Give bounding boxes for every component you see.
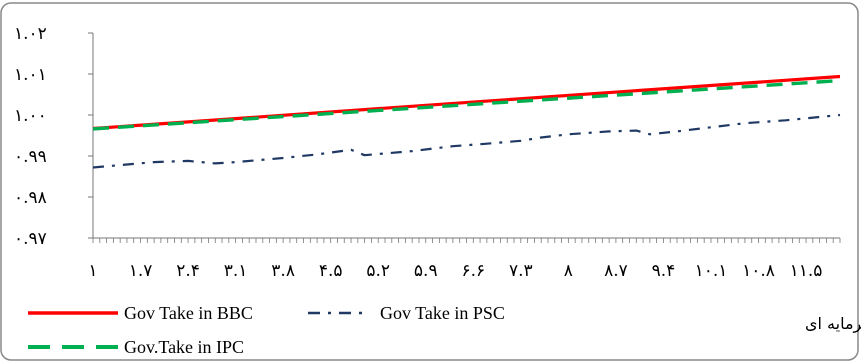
- x-tick-label: ۸: [564, 261, 573, 281]
- legend-label-1: Gov Take in BBC: [124, 303, 253, 323]
- series-line-1: [92, 74, 841, 131]
- series-line-2: [92, 113, 841, 169]
- x-tick-label: ۷.۳: [509, 261, 533, 281]
- y-tick-label: ۰.۹۷: [14, 229, 47, 249]
- x-tick-label: ۱۱.۵: [790, 261, 823, 281]
- x-tick-label: ۹.۴: [652, 261, 676, 281]
- x-tick-label: ۳.۸: [271, 261, 295, 281]
- x-tick-label: ۱۰.۱: [695, 261, 728, 281]
- axes: ۰.۹۷ ۰.۹۸ ۰.۹۹ ۱.۰۰ ۱.۰۱ ۱.۰۲ ۱ ۱.۷ ۲.۴ ۳.۱ ۳.۸ ۴.۵…: [14, 24, 841, 281]
- y-tick-label: ۱.۰۰: [14, 106, 47, 126]
- legend-label-3: Gov.Take in IPC: [124, 337, 244, 357]
- y-tick-label: ۰.۹۸: [14, 188, 47, 208]
- y-tick-label: ۱.۰۲: [14, 24, 47, 44]
- x-tick-label: ۱: [88, 261, 97, 281]
- y-tick-label: ۱.۰۱: [14, 65, 47, 85]
- x-tick-label: ۱۰.۸: [742, 261, 775, 281]
- x-tick-label: ۱.۷: [129, 261, 153, 281]
- x-tick-label: ۶.۶: [461, 261, 485, 281]
- legend: Gov Take in BBC Gov Take in PSC Gov.Take i…: [28, 303, 861, 357]
- series-group: [92, 74, 841, 169]
- x-tick-label: ۵.۹: [414, 261, 438, 281]
- legend-label-2: Gov Take in PSC: [380, 303, 505, 323]
- x-tick-label: ۳.۱: [224, 261, 248, 281]
- x-tick-label: ۲.۴: [176, 261, 200, 281]
- y-tick-label: ۰.۹۹: [14, 147, 47, 167]
- x-tick-label: ۵.۲: [366, 261, 390, 281]
- x-tick-label: ۴.۵: [319, 261, 343, 281]
- legend-caption: تغییرات هزینه های سرمایه ای: [805, 314, 861, 334]
- x-tick-label: ۸.۷: [604, 261, 628, 281]
